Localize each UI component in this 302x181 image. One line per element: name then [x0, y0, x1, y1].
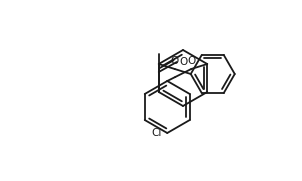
Text: Cl: Cl — [152, 128, 162, 138]
Text: O: O — [187, 56, 195, 66]
Text: O: O — [180, 57, 188, 67]
Text: O: O — [171, 56, 179, 66]
